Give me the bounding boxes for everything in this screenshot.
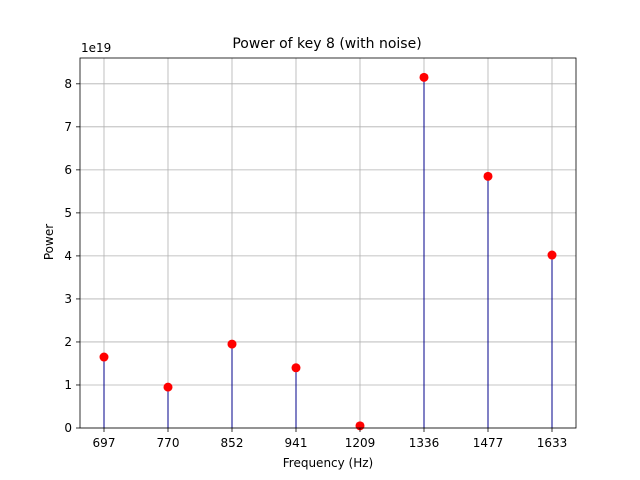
y-tick-label: 7 [64,120,72,134]
stem-marker [419,72,429,82]
x-tick-label: 1477 [473,436,504,450]
stem-marker [163,382,173,392]
plot-frame [79,57,577,429]
chart-title: Power of key 8 (with noise) [232,36,421,52]
x-tick-label: 852 [221,436,244,450]
y-tick-label: 6 [64,163,72,177]
x-tick-label: 941 [285,436,308,450]
x-tick-label: 1633 [537,436,568,450]
y-axis-label: Power [42,224,56,260]
y-tick-label: 1 [64,378,72,392]
stems [103,77,553,428]
x-tick-label: 1209 [345,436,376,450]
stem-marker [291,363,301,373]
x-tick-label: 1336 [409,436,440,450]
stem-marker [227,339,237,349]
stem-marker [547,250,557,260]
y-multiplier-label: 1e19 [81,41,111,55]
y-tick-label: 0 [64,421,72,435]
markers [99,72,557,431]
x-tick-label: 770 [157,436,180,450]
grid [80,58,576,429]
stem-marker [483,171,493,181]
y-tick-label: 8 [64,77,72,91]
y-tick-label: 4 [64,249,72,263]
x-tick-label: 697 [93,436,116,450]
stem-marker [99,352,109,362]
y-tick-label: 5 [64,206,72,220]
y-tick-label: 3 [64,292,72,306]
y-tick-label: 2 [64,335,72,349]
ticks: 697 770 852 941 1209 1336 1477 1633 0 1 2 3 4 5 6 7 8 [64,77,567,450]
x-axis-label: Frequency (Hz) [283,456,374,470]
